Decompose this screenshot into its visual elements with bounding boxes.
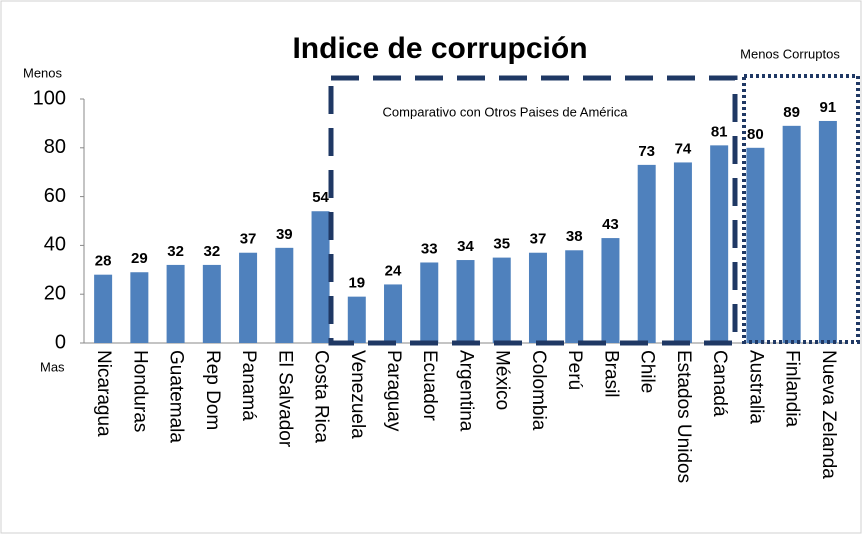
x-tick-label: Venezuela [347,350,368,439]
x-tick-label: El Salvador [274,350,295,448]
value-label: 81 [711,123,728,140]
x-tick-label: Rep Dom [202,350,223,430]
x-tick-label: Guatemala [166,350,187,443]
value-label: 74 [675,140,692,157]
x-tick-label: Canadá [709,350,730,417]
y-tick-label: 20 [44,282,66,304]
axis-note-top: Menos [23,65,63,80]
bar [456,260,475,343]
value-label: 29 [131,250,148,267]
value-label: 32 [167,243,184,260]
x-tick-label: México [492,350,513,410]
bar [130,272,149,343]
value-label: 37 [530,231,547,248]
bar [637,164,656,343]
x-tick-label: Estados Unidos [673,350,694,483]
x-tick-label: Australia [745,350,766,424]
bar [311,211,330,343]
value-label: 91 [820,99,837,116]
bar [601,238,620,343]
bar [347,296,366,343]
comparison-note: Comparativo con Otros Paises de América [383,104,629,119]
value-label: 35 [493,236,510,253]
axis-note-bottom: Mas [40,359,65,374]
bar [94,274,113,343]
x-tick-label: Argentina [455,350,476,432]
x-tick-label: Finlandia [782,350,803,428]
x-tick-label: Costa Rica [311,350,332,443]
value-label: 43 [602,216,619,233]
bar [818,120,837,344]
x-tick-label: Colombia [528,350,549,431]
x-tick-label: Perú [564,350,585,390]
value-label: 54 [312,189,329,206]
y-tick-label: 0 [55,331,66,353]
x-tick-label: Paraguay [383,350,404,432]
bar [782,125,801,343]
bar [420,262,439,343]
bar [673,162,692,343]
least-corrupt-note: Menos Corruptos [740,46,840,61]
value-label: 39 [276,226,293,243]
y-tick-label: 100 [33,87,66,109]
value-label: 19 [348,275,365,292]
bar [166,264,185,343]
y-tick-label: 60 [44,185,66,207]
bar [275,247,294,343]
bar [384,284,403,343]
x-tick-label: Chile [637,350,658,393]
bar [239,252,258,343]
x-tick-label: Honduras [129,350,150,432]
value-label: 38 [566,228,583,245]
value-label: 80 [747,126,764,143]
bar [746,147,765,343]
value-label: 24 [385,262,402,279]
bar [202,264,221,343]
x-tick-label: Nueva Zelanda [818,350,839,479]
value-label: 73 [638,143,655,160]
value-label: 32 [203,243,220,260]
value-label: 33 [421,240,438,257]
x-tick-label: Panamá [238,350,259,421]
y-tick-label: 40 [44,234,66,256]
bar [492,257,511,343]
value-label: 28 [95,253,112,270]
value-label: 89 [783,104,800,121]
chart-title: Indice de corrupción [292,32,587,65]
value-label: 34 [457,238,474,255]
bar [710,145,729,343]
x-tick-label: Brasil [600,350,621,398]
x-tick-label: Nicaragua [93,350,114,437]
bar [565,250,584,343]
bar [528,252,547,343]
least-corrupt-box [742,74,860,344]
value-label: 37 [240,231,257,248]
y-tick-label: 80 [44,136,66,158]
x-tick-label: Ecuador [419,350,440,421]
